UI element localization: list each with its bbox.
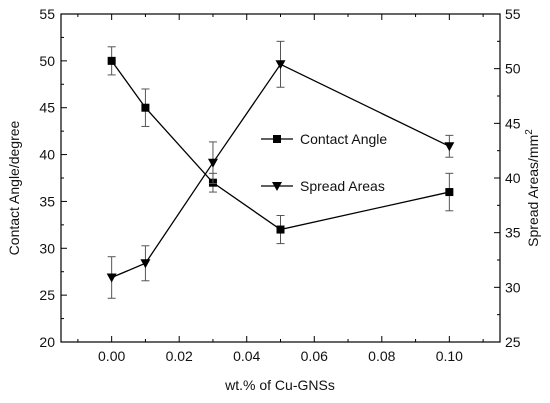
plot-area: 0.00 0.02 0.04 0.06 0.08 0.10 20 25 30 35 40 45 50 55… <box>39 6 520 364</box>
right-tick-label: 35 <box>505 225 521 241</box>
legend-spread-areas-marker <box>272 182 282 191</box>
x-tick-label: 0.04 <box>233 348 260 364</box>
x-tick-label: 0.00 <box>98 348 125 364</box>
spread-areas-point <box>106 273 117 283</box>
spread-areas-line <box>111 63 450 279</box>
left-tick-label: 55 <box>39 6 55 22</box>
right-tick-label: 30 <box>505 279 521 295</box>
legend-spread-areas-label: Spread Areas <box>300 178 385 194</box>
right-tick-label: 40 <box>505 170 521 186</box>
right-axis-title-text: Spread Areas/mm <box>525 135 541 247</box>
x-tick-label: 0.06 <box>301 348 328 364</box>
spread-areas-point <box>444 142 455 152</box>
left-tick-label: 40 <box>39 147 55 163</box>
right-tick-label: 55 <box>505 6 521 22</box>
left-axis-title: Contact Angle/degree <box>6 120 22 255</box>
spread-areas-point <box>275 60 286 70</box>
right-axis-title-sup: 2 <box>524 129 535 135</box>
right-tick-label: 45 <box>505 115 521 131</box>
left-tick-label: 20 <box>39 334 55 350</box>
left-tick-label: 50 <box>39 53 55 69</box>
contact-angle-point <box>445 188 454 197</box>
contact-angle-point <box>141 103 150 112</box>
spread-areas-point <box>207 158 218 168</box>
right-tick-label: 25 <box>505 334 521 350</box>
right-tick-label: 50 <box>505 61 521 77</box>
legend-contact-angle-label: Contact Angle <box>300 131 387 147</box>
right-axis-title: Spread Areas/mm2 <box>524 129 541 247</box>
x-tick-label: 0.10 <box>436 348 463 364</box>
left-tick-label: 30 <box>39 240 55 256</box>
left-tick-label: 45 <box>39 100 55 116</box>
left-tick-label: 25 <box>39 287 55 303</box>
left-tick-label: 35 <box>39 193 55 209</box>
x-axis-title: wt.% of Cu-GNSs <box>224 377 335 393</box>
x-tick-label: 0.02 <box>166 348 193 364</box>
spread-areas-point <box>140 259 151 269</box>
contact-angle-point <box>276 225 285 234</box>
legend-contact-angle-marker <box>273 135 281 143</box>
contact-angle-point <box>107 56 116 65</box>
x-tick-label: 0.08 <box>368 348 395 364</box>
